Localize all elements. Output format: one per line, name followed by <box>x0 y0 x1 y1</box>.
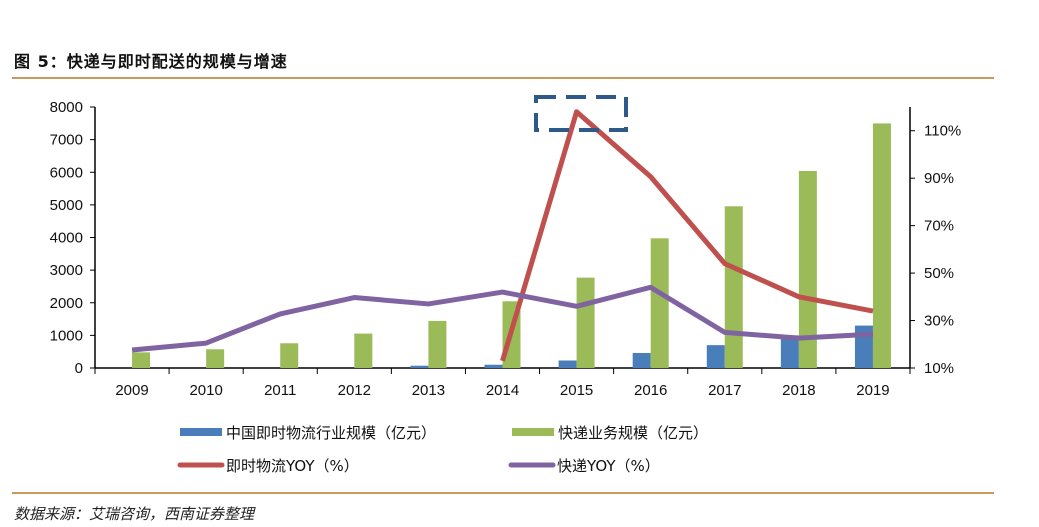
legend-label: 快递YOY（%） <box>557 457 660 475</box>
right-tick-label: 10% <box>924 360 954 377</box>
x-tick-label: 2015 <box>560 382 593 399</box>
legend-label: 中国即时物流行业规模（亿元） <box>226 424 436 442</box>
left-tick-label: 6000 <box>50 164 83 181</box>
x-tick-label: 2011 <box>264 382 296 399</box>
instant-scale-bar-2018 <box>780 335 799 368</box>
legend-label: 快递业务规模（亿元） <box>558 424 708 442</box>
chart-title: 图 5：快递与即时配送的规模与增速 <box>14 52 288 71</box>
legend-swatch <box>180 428 222 436</box>
x-tick-label: 2019 <box>856 382 889 399</box>
legend-label: 即时物流YOY（%） <box>226 457 359 475</box>
express-scale-bar-2015 <box>576 277 595 368</box>
instant-scale-bar-2016 <box>632 352 651 368</box>
top-divider <box>12 77 994 79</box>
highlight-box <box>534 95 628 132</box>
right-tick-label: 50% <box>924 265 954 282</box>
express-scale-bar-2017 <box>724 206 743 368</box>
express-scale-bar-2009 <box>132 352 151 368</box>
left-tick-label: 7000 <box>50 132 83 149</box>
left-tick-label: 4000 <box>50 230 83 247</box>
left-tick-label: 5000 <box>50 197 83 214</box>
x-tick-label: 2018 <box>782 382 815 399</box>
express-scale-bar-2010 <box>206 349 225 368</box>
bottom-divider <box>12 492 994 494</box>
left-tick-label: 0 <box>75 360 83 377</box>
instant-yoy-line <box>500 109 874 362</box>
instant-scale-bar-2013 <box>410 365 429 368</box>
x-tick-label: 2013 <box>412 382 445 399</box>
express-scale-bar-2012 <box>354 333 373 368</box>
x-tick-label: 2012 <box>338 382 371 399</box>
instant-scale-bar-2014 <box>484 364 503 368</box>
right-tick-label: 30% <box>924 313 954 330</box>
left-tick-label: 3000 <box>50 262 83 279</box>
express-scale-bar-2018 <box>798 171 817 368</box>
x-tick-label: 2017 <box>708 382 741 399</box>
right-tick-label: 70% <box>924 218 954 235</box>
left-tick-label: 2000 <box>50 295 83 312</box>
x-tick-label: 2010 <box>189 382 222 399</box>
instant-scale-bar-2017 <box>706 345 725 368</box>
x-tick-label: 2016 <box>634 382 667 399</box>
express-scale-bar-2011 <box>280 343 299 368</box>
right-tick-label: 90% <box>924 170 954 187</box>
instant-scale-bar-2015 <box>558 360 577 368</box>
right-tick-label: 110% <box>924 123 961 140</box>
left-tick-label: 8000 <box>50 99 83 116</box>
legend-swatch <box>512 428 554 436</box>
express-scale-bar-2019 <box>872 123 891 369</box>
x-tick-label: 2009 <box>115 382 148 399</box>
x-tick-label: 2014 <box>486 382 519 399</box>
source-note: 数据来源：艾瑞咨询，西南证券整理 <box>14 505 255 523</box>
left-tick-label: 1000 <box>50 327 83 344</box>
express-scale-bar-2013 <box>428 320 447 368</box>
express-scale-bar-2016 <box>650 238 669 368</box>
